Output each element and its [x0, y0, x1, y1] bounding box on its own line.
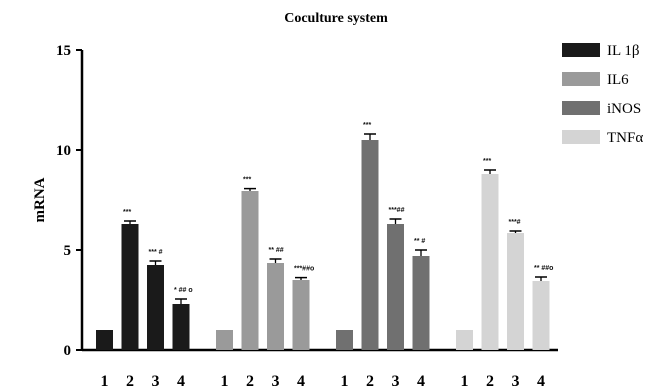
y-axis-label: mRNA — [32, 177, 48, 222]
legend-swatch — [562, 130, 600, 144]
bar — [412, 256, 430, 350]
x-tick-label: 3 — [512, 373, 520, 390]
x-tick-label: 2 — [486, 373, 494, 390]
x-tick-label: 3 — [392, 373, 400, 390]
bar-group: *** ** ## ***##o — [216, 177, 314, 350]
bar — [387, 224, 404, 350]
significance-label: ** ##o — [534, 265, 553, 272]
x-tick-label: 2 — [366, 373, 374, 390]
legend-swatch — [562, 72, 600, 86]
bar — [147, 265, 164, 350]
x-tick-label: 3 — [152, 373, 160, 390]
legend-item: iNOS — [562, 101, 641, 117]
x-tick-label: 3 — [272, 373, 280, 390]
bar — [121, 224, 139, 350]
bar-group: *** *** # * ## o — [96, 209, 193, 350]
legend-item: IL6 — [562, 72, 629, 88]
x-tick-label: 1 — [341, 373, 349, 390]
y-tick-label: 10 — [56, 143, 71, 159]
significance-label: *** — [243, 177, 251, 184]
legend-swatch — [562, 43, 600, 57]
x-tick-label: 1 — [221, 373, 229, 390]
legend-label: iNOS — [607, 101, 641, 117]
bar — [267, 263, 284, 350]
bar-group: *** ***# ** ##o — [456, 158, 553, 350]
significance-label: ***# — [509, 219, 521, 226]
x-tick-label: 2 — [126, 373, 134, 390]
legend-item: IL 1β — [562, 43, 639, 59]
y-tick-label: 5 — [64, 243, 72, 259]
bar — [481, 174, 499, 350]
significance-label: ** ## — [269, 247, 284, 254]
bar — [216, 330, 233, 350]
legend-swatch — [562, 101, 600, 115]
significance-label: ** # — [414, 238, 425, 245]
bar — [172, 304, 190, 350]
chart-title: Coculture system — [284, 11, 388, 26]
legend-label: TNFα — [607, 130, 643, 146]
bar — [336, 330, 353, 350]
bar — [292, 280, 310, 350]
significance-label: *** — [483, 158, 491, 165]
significance-label: ***##o — [294, 266, 314, 273]
legend-label: IL6 — [607, 72, 629, 88]
x-tick-label: 1 — [101, 373, 109, 390]
significance-label: *** — [123, 209, 131, 216]
x-tick-label: 4 — [177, 373, 185, 390]
bar — [241, 191, 259, 350]
bar — [361, 140, 379, 350]
significance-label: ***## — [389, 207, 405, 214]
bars-group: *** *** # * ## o *** ** ## ***##o *** ***## ** #… — [96, 122, 553, 350]
x-tick-label: 4 — [417, 373, 425, 390]
legend-label: IL 1β — [607, 43, 639, 59]
y-tick-label: 15 — [56, 43, 71, 59]
significance-label: *** — [363, 122, 371, 129]
bar — [507, 233, 524, 350]
significance-label: * ## o — [174, 287, 193, 294]
bar-group: *** ***## ** # — [336, 122, 430, 350]
x-tick-label: 1 — [461, 373, 469, 390]
significance-label: *** # — [149, 249, 163, 256]
x-tick-label: 4 — [537, 373, 545, 390]
bar — [456, 330, 473, 350]
legend: IL 1β IL6 iNOS TNFα — [562, 43, 643, 146]
bar — [532, 281, 550, 350]
x-tick-label: 4 — [297, 373, 305, 390]
legend-item: TNFα — [562, 130, 643, 146]
y-tick-label: 0 — [64, 343, 72, 359]
bar — [96, 330, 113, 350]
x-tick-label: 2 — [246, 373, 254, 390]
